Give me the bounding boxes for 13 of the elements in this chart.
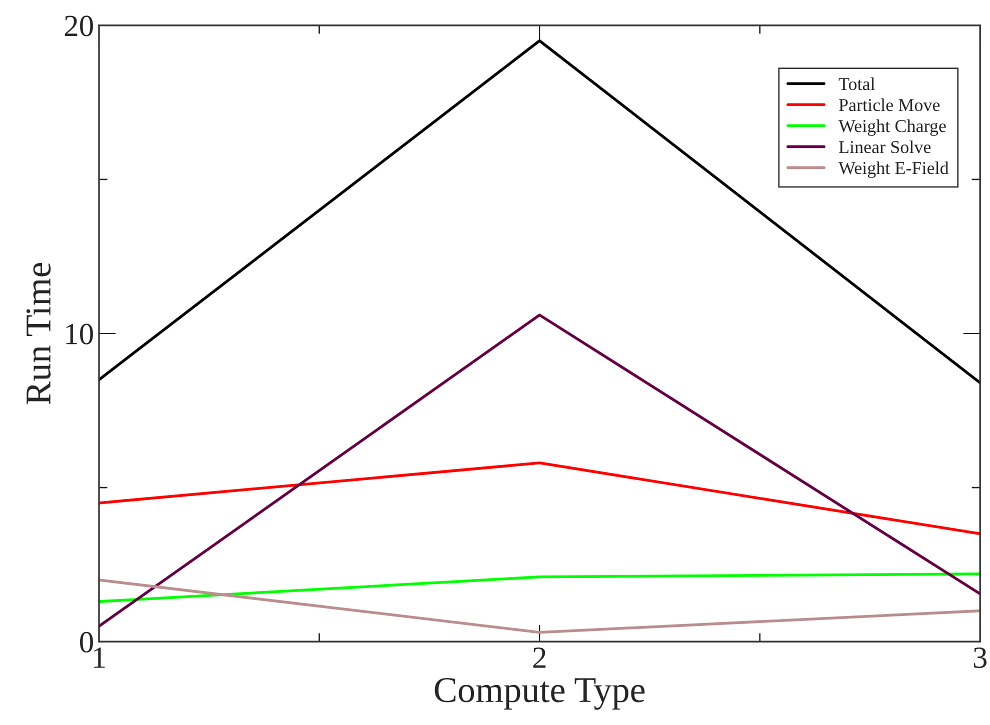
legend-label: Particle Move (838, 98, 940, 112)
legend-label: Weight Charge (838, 119, 946, 136)
legend-label: Linear Solve (838, 140, 931, 154)
y-tick-label: 0 (80, 632, 93, 653)
legend-label: Total (838, 77, 875, 90)
y-tick-label: 20 (64, 16, 93, 36)
x-axis-title: Compute Type (434, 678, 645, 710)
x-tick-label: 1 (94, 648, 105, 668)
y-axis-title: Run Time (26, 262, 51, 404)
x-tick-label: 2 (533, 647, 546, 668)
legend-label: Weight E-Field (838, 161, 949, 178)
y-tick-label: 10 (66, 324, 93, 344)
x-tick-label: 3 (974, 647, 987, 668)
